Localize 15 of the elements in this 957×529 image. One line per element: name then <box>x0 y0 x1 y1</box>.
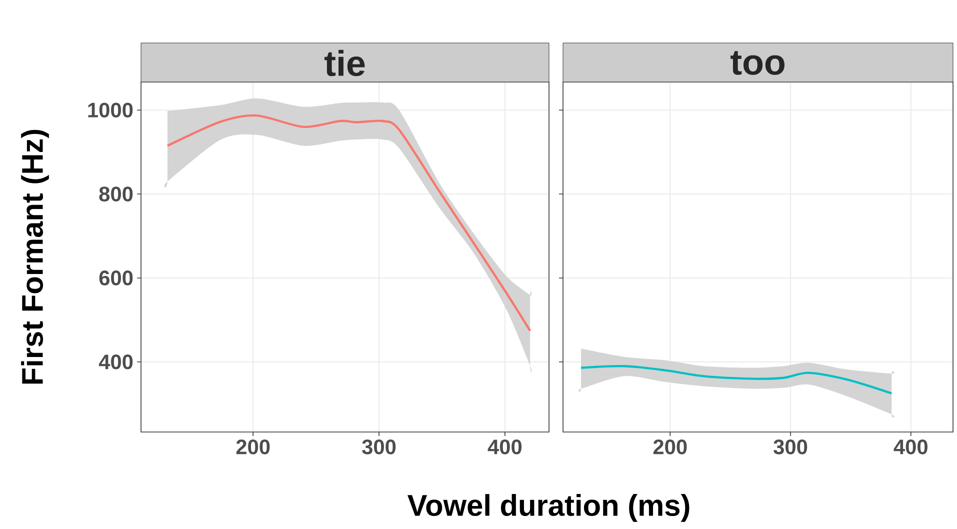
x-axis-title: Vowel duration (ms) <box>408 494 690 522</box>
x-tick-label: 200 <box>236 440 270 454</box>
line-series <box>166 114 532 332</box>
chart-title: too <box>730 51 784 75</box>
y-axis-title: First Formant (Hz) <box>21 130 49 384</box>
x-tick-label: 200 <box>653 440 687 454</box>
y-tick-label: 800 <box>99 186 133 202</box>
y-tick-label: 600 <box>99 270 133 286</box>
x-tick-label: 400 <box>894 440 928 454</box>
y-tick-label: 1000 <box>88 102 133 118</box>
x-tick-label: 300 <box>362 440 396 454</box>
chart-title: tie <box>324 50 365 76</box>
x-tick-label: 400 <box>488 440 522 454</box>
x-tick-label: 300 <box>774 440 808 454</box>
y-tick-label: 400 <box>98 354 133 370</box>
